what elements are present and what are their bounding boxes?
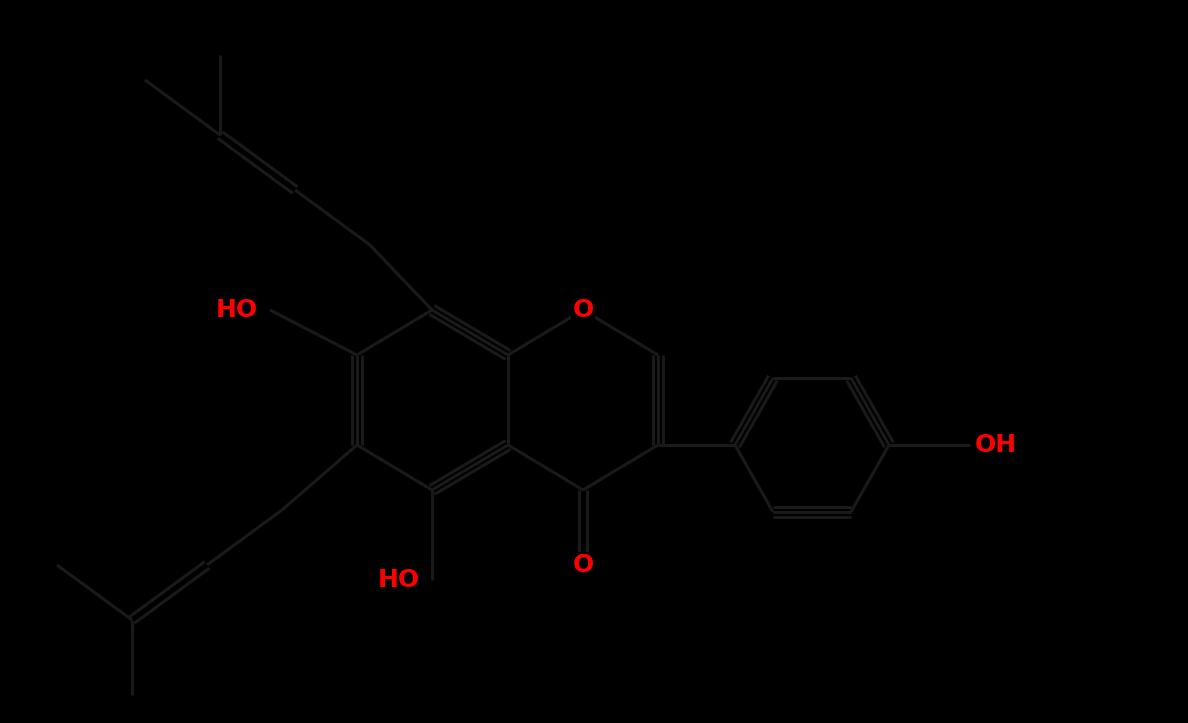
Text: OH: OH	[975, 433, 1017, 457]
Text: HO: HO	[378, 568, 421, 592]
Text: O: O	[573, 298, 594, 322]
Text: O: O	[573, 553, 594, 577]
Text: HO: HO	[216, 298, 258, 322]
